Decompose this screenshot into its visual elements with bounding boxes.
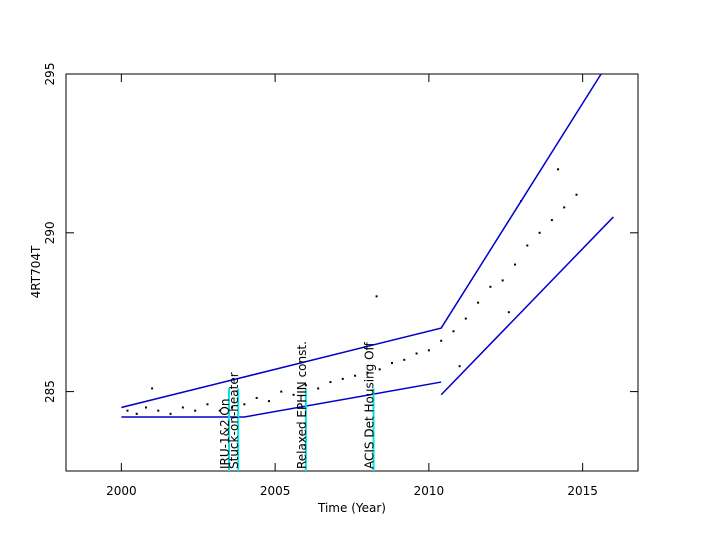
point (378, 368, 381, 371)
point (489, 285, 492, 288)
point (231, 406, 234, 409)
point (366, 371, 369, 374)
point (329, 381, 332, 384)
y-tick-label: 295 (43, 63, 57, 86)
point (218, 409, 221, 412)
event-label: IRU-1&2 On (218, 399, 232, 469)
y-tick-label: 285 (43, 380, 57, 403)
trend-line (440, 216, 614, 396)
point (255, 396, 258, 399)
event-label: ACIS Det Housing Off (363, 341, 377, 469)
point (267, 400, 270, 403)
point (501, 279, 504, 282)
point (317, 387, 320, 390)
point (181, 406, 184, 409)
x-tick-label: 2005 (260, 484, 291, 498)
point (126, 409, 129, 412)
trend-line (121, 381, 442, 418)
point (440, 339, 443, 342)
point (194, 409, 197, 412)
point (550, 219, 553, 222)
point (375, 295, 378, 298)
y-axis-label: 4RT704T (29, 245, 43, 298)
point (243, 403, 246, 406)
point (458, 365, 461, 368)
x-axis-label: Time (Year) (317, 501, 386, 515)
point (513, 263, 516, 266)
event-label: Stuck-on-heater (227, 372, 241, 469)
point (135, 412, 138, 415)
trend-line (121, 73, 602, 409)
point (206, 403, 209, 406)
x-tick-label: 2015 (567, 484, 598, 498)
point (415, 352, 418, 355)
plot-frame (65, 73, 639, 472)
point (292, 393, 295, 396)
point (452, 330, 455, 333)
event-label: Relaxed EPHIN const. (295, 341, 309, 469)
point (427, 349, 430, 352)
point (341, 377, 344, 380)
point (403, 358, 406, 361)
point (538, 231, 541, 234)
x-tick-label: 2010 (414, 484, 445, 498)
point (354, 374, 357, 377)
point (464, 317, 467, 320)
y-tick-label: 290 (43, 221, 57, 244)
point (390, 362, 393, 365)
point (477, 301, 480, 304)
point (157, 409, 160, 412)
point (144, 406, 147, 409)
point (575, 193, 578, 196)
point (304, 384, 307, 387)
point (151, 387, 154, 390)
point (280, 390, 283, 393)
point (507, 311, 510, 314)
point (557, 168, 560, 171)
point (563, 206, 566, 209)
point (526, 244, 529, 247)
point (169, 412, 172, 415)
x-tick-label: 2000 (106, 484, 137, 498)
